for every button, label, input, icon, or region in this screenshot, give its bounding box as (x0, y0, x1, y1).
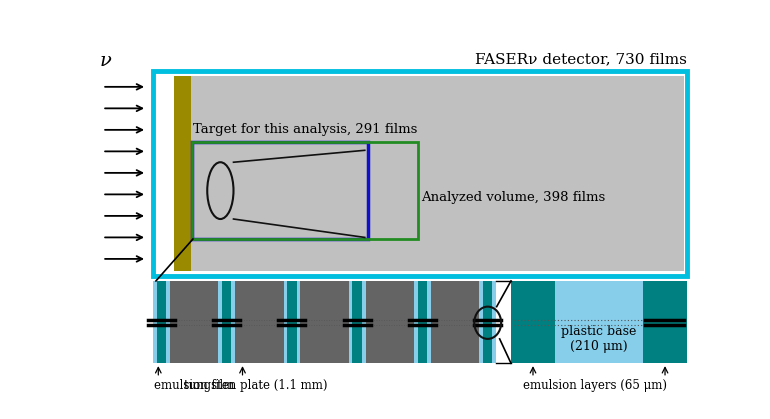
Text: plastic base
(210 μm): plastic base (210 μm) (561, 325, 637, 352)
Bar (287, 281, 296, 363)
Text: FASERν detector, 730 films: FASERν detector, 730 films (475, 52, 687, 66)
Bar (483, 281, 493, 363)
Text: Analyzed volume, 398 films: Analyzed volume, 398 films (421, 191, 606, 204)
Bar (153, 71, 687, 276)
Bar (283, 281, 287, 363)
Bar (480, 281, 483, 363)
Bar (235, 281, 283, 363)
Text: emulsion layers (65 μm): emulsion layers (65 μm) (523, 379, 667, 392)
Bar (166, 281, 169, 363)
Bar (362, 281, 366, 363)
Bar (169, 281, 218, 363)
Bar (300, 281, 349, 363)
Bar (174, 76, 684, 271)
Bar (192, 142, 419, 239)
Bar (192, 142, 368, 239)
Bar (511, 281, 555, 363)
Bar (555, 281, 643, 363)
Text: emulsion film: emulsion film (154, 379, 235, 392)
Bar (349, 281, 353, 363)
Bar (231, 281, 235, 363)
Bar (414, 281, 417, 363)
Bar (153, 281, 496, 363)
Bar (218, 281, 222, 363)
Bar (430, 281, 480, 363)
Bar (156, 281, 166, 363)
Bar (417, 281, 427, 363)
Bar (174, 76, 190, 271)
Bar (427, 281, 430, 363)
Text: Target for this analysis, 291 films: Target for this analysis, 291 films (193, 123, 417, 136)
Text: tungsten plate (1.1 mm): tungsten plate (1.1 mm) (184, 379, 328, 392)
Bar (493, 281, 496, 363)
Bar (222, 281, 231, 363)
Text: ν: ν (99, 52, 111, 70)
Bar (366, 281, 414, 363)
Bar (353, 281, 362, 363)
Bar (296, 281, 300, 363)
Bar (643, 281, 687, 363)
Bar (153, 281, 156, 363)
Bar (511, 281, 687, 363)
